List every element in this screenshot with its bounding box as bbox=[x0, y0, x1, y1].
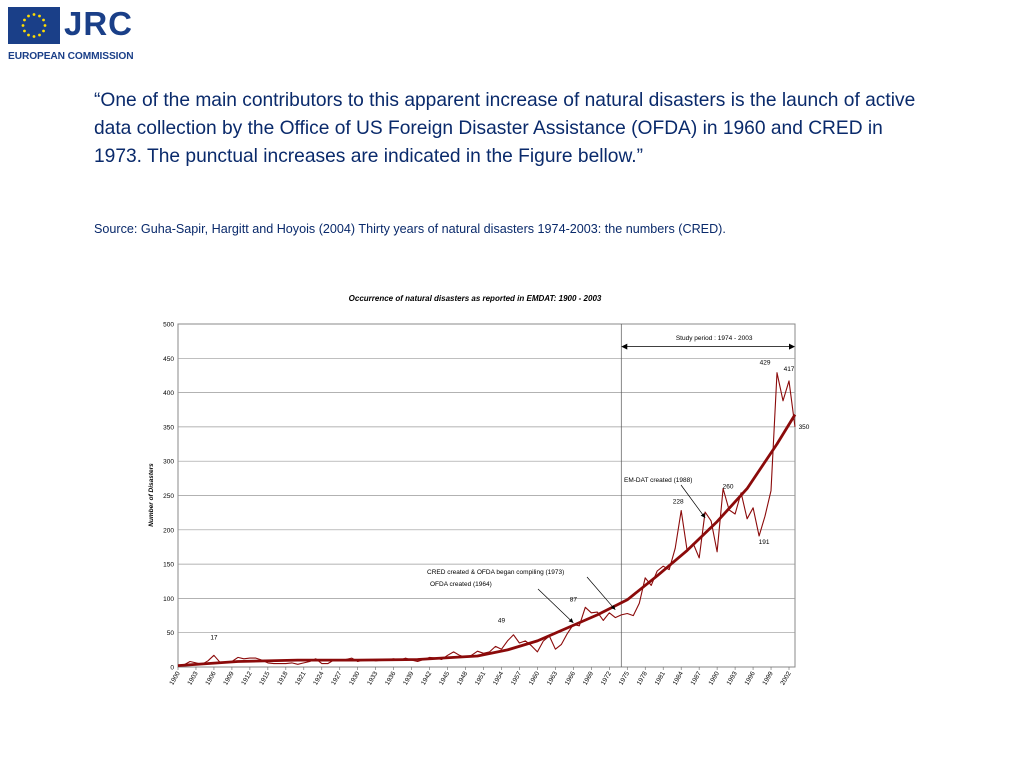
y-tick-label: 450 bbox=[163, 356, 174, 363]
x-tick-label: 1930 bbox=[348, 670, 361, 686]
arrow-left-icon bbox=[621, 343, 628, 350]
x-tick-label: 1903 bbox=[186, 670, 199, 686]
logo-text: JRC bbox=[64, 5, 134, 42]
flag-star-icon bbox=[42, 29, 45, 33]
event-arrow-icon bbox=[568, 618, 574, 623]
x-tick-label: 1966 bbox=[564, 670, 577, 686]
y-tick-label: 100 bbox=[163, 596, 174, 603]
y-tick-label: 50 bbox=[167, 630, 175, 637]
event-label: CRED created & OFDA began compiling (197… bbox=[427, 569, 564, 576]
x-tick-label: 1906 bbox=[204, 670, 217, 686]
event-annotations: OFDA created (1964) CRED created & OFDA b… bbox=[427, 477, 706, 624]
data-label: 17 bbox=[210, 634, 218, 641]
x-tick-label: 1921 bbox=[294, 670, 307, 686]
flag-star-icon bbox=[23, 18, 26, 22]
x-tick-label: 1987 bbox=[690, 670, 703, 686]
y-tick-label: 0 bbox=[170, 665, 174, 672]
data-labels: 17 49 87 228 260 191 429 417 350 bbox=[210, 360, 809, 642]
eu-flag-icon bbox=[8, 7, 60, 44]
quote-text: “One of the main contributors to this ap… bbox=[94, 90, 916, 167]
y-tick-label: 400 bbox=[163, 390, 174, 397]
x-tick-label: 2002 bbox=[779, 670, 792, 686]
data-label: 417 bbox=[784, 366, 795, 373]
data-label: 87 bbox=[570, 596, 578, 603]
flag-star-icon bbox=[27, 14, 30, 18]
event-pointer-line bbox=[586, 576, 616, 611]
jrc-logo: JRC EUROPEAN COMMISSION bbox=[8, 5, 138, 65]
y-tick-label: 500 bbox=[163, 322, 174, 329]
event-arrow-icon bbox=[610, 604, 616, 610]
y-ticks: 0 50 100 150 200 250 300 350 400 450 500 bbox=[163, 322, 174, 672]
data-label: 350 bbox=[799, 424, 810, 431]
study-period: Study period : 1974 - 2003 bbox=[620, 324, 795, 667]
x-tick-label: 1900 bbox=[168, 670, 181, 686]
x-tick-label: 1909 bbox=[222, 670, 235, 686]
y-axis-label: Number of Disasters bbox=[148, 463, 155, 527]
x-tick-label: 1993 bbox=[726, 670, 739, 686]
x-tick-label: 1954 bbox=[492, 670, 505, 686]
x-tick-label: 1939 bbox=[402, 670, 415, 686]
arrow-right-icon bbox=[789, 343, 795, 350]
x-tick-label: 1915 bbox=[258, 670, 271, 686]
x-tick-label: 1918 bbox=[276, 670, 289, 686]
x-tick-label: 1927 bbox=[330, 670, 343, 686]
event-arrow-icon bbox=[700, 512, 706, 518]
y-tick-label: 150 bbox=[163, 562, 174, 569]
x-tick-label: 1969 bbox=[582, 670, 595, 686]
series-lines bbox=[177, 372, 797, 667]
flag-star-icon bbox=[38, 14, 41, 18]
y-tick-label: 250 bbox=[163, 493, 174, 500]
x-tick-label: 1960 bbox=[528, 670, 541, 686]
x-tick-label: 1975 bbox=[618, 670, 631, 686]
x-ticks: 1900 1903 1906 1909 1912 1915 1918 1921 1924 1927… bbox=[168, 667, 793, 687]
data-label: 260 bbox=[723, 484, 734, 491]
x-tick-label: 1963 bbox=[546, 670, 559, 686]
data-label: 429 bbox=[760, 360, 771, 367]
x-tick-label: 1990 bbox=[708, 670, 721, 686]
flag-star-icon bbox=[38, 33, 41, 37]
gridlines bbox=[178, 357, 795, 634]
logo-subtitle: EUROPEAN COMMISSION bbox=[8, 51, 134, 62]
flag-star-icon bbox=[43, 24, 47, 27]
flag-star-icon bbox=[32, 35, 36, 38]
y-tick-label: 200 bbox=[163, 527, 174, 534]
x-tick-label: 1978 bbox=[636, 670, 649, 686]
source-text: Source: Guha-Sapir, Hargitt and Hoyois (… bbox=[94, 222, 726, 236]
x-tick-label: 1981 bbox=[654, 670, 667, 686]
y-tick-label: 300 bbox=[163, 459, 174, 466]
x-tick-label: 1933 bbox=[366, 670, 379, 686]
data-label: 49 bbox=[498, 617, 506, 624]
flag-star-icon bbox=[21, 24, 25, 27]
data-label: 228 bbox=[673, 499, 684, 506]
data-label: 191 bbox=[759, 539, 770, 546]
flag-star-icon bbox=[27, 33, 30, 37]
flag-star-icon bbox=[23, 29, 26, 33]
x-tick-label: 1999 bbox=[761, 670, 774, 686]
event-pointer-line bbox=[537, 588, 574, 624]
x-tick-label: 1936 bbox=[384, 670, 397, 686]
x-tick-label: 1996 bbox=[744, 670, 757, 686]
x-tick-label: 1948 bbox=[456, 670, 469, 686]
y-tick-label: 350 bbox=[163, 424, 174, 431]
chart-title: Occurrence of natural disasters as repor… bbox=[349, 294, 602, 303]
x-tick-label: 1945 bbox=[438, 670, 451, 686]
flag-star-icon bbox=[42, 18, 45, 22]
x-tick-label: 1912 bbox=[240, 670, 253, 686]
event-label: OFDA created (1964) bbox=[430, 581, 492, 588]
x-tick-label: 1942 bbox=[420, 670, 433, 686]
event-label: EM-DAT created (1988) bbox=[624, 477, 692, 484]
x-tick-label: 1957 bbox=[510, 670, 523, 686]
x-tick-label: 1984 bbox=[672, 670, 685, 686]
disasters-chart: Occurrence of natural disasters as repor… bbox=[148, 294, 810, 687]
study-period-label: Study period : 1974 - 2003 bbox=[676, 335, 753, 342]
flag-star-icon bbox=[32, 13, 36, 16]
trend-line bbox=[177, 413, 797, 667]
x-tick-label: 1951 bbox=[474, 670, 487, 686]
x-tick-label: 1924 bbox=[312, 670, 325, 686]
x-tick-label: 1972 bbox=[600, 670, 613, 686]
event-pointer-line bbox=[680, 484, 706, 519]
